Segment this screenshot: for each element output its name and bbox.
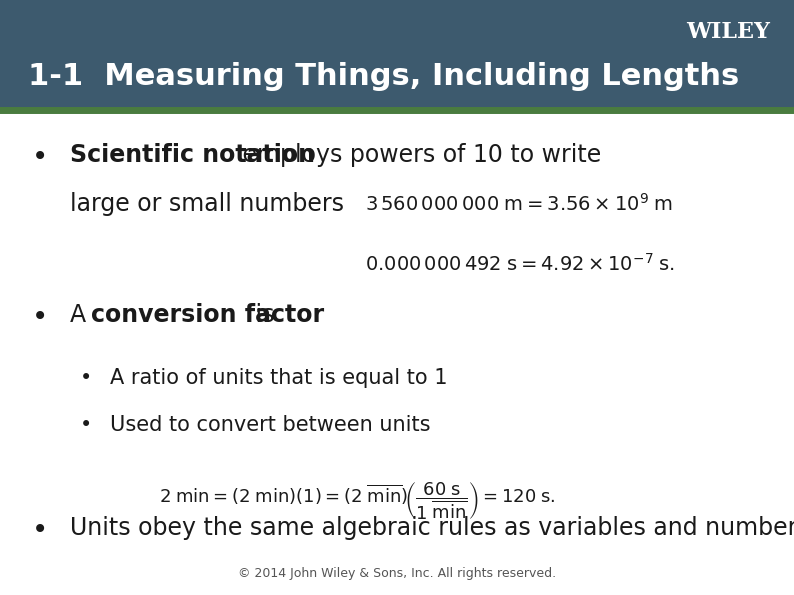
Text: 1-1  Measuring Things, Including Lengths: 1-1 Measuring Things, Including Lengths <box>28 62 739 92</box>
Text: Units obey the same algebraic rules as variables and numbers: Units obey the same algebraic rules as v… <box>70 516 794 540</box>
Text: •: • <box>32 303 48 331</box>
FancyBboxPatch shape <box>0 110 794 595</box>
Text: •: • <box>79 368 91 388</box>
Text: © 2014 John Wiley & Sons, Inc. All rights reserved.: © 2014 John Wiley & Sons, Inc. All right… <box>238 567 556 580</box>
Text: is: is <box>248 303 274 327</box>
Text: •: • <box>79 415 91 436</box>
Text: $3\,560\,000\,000\;\mathrm{m} = 3.56 \times 10^{9}\;\mathrm{m}$: $3\,560\,000\,000\;\mathrm{m} = 3.56 \ti… <box>365 193 673 215</box>
Text: employs powers of 10 to write: employs powers of 10 to write <box>235 143 601 167</box>
Text: Used to convert between units: Used to convert between units <box>110 415 430 436</box>
Text: WILEY: WILEY <box>686 21 770 43</box>
Text: •: • <box>32 516 48 544</box>
Text: large or small numbers: large or small numbers <box>70 192 344 215</box>
Text: •: • <box>32 143 48 171</box>
FancyBboxPatch shape <box>0 0 794 110</box>
Text: $0.000\,000\,492\;\mathrm{s} = 4.92 \times 10^{-7}\;\mathrm{s.}$: $0.000\,000\,492\;\mathrm{s} = 4.92 \tim… <box>365 253 675 275</box>
Text: $2\;\mathrm{min} = (2\;\mathrm{min})(1) = (2\;\mathrm{\overline{min}})\!\left(\d: $2\;\mathrm{min} = (2\;\mathrm{min})(1) … <box>159 481 555 522</box>
Text: Scientific notation: Scientific notation <box>70 143 315 167</box>
Text: A ratio of units that is equal to 1: A ratio of units that is equal to 1 <box>110 368 447 388</box>
Text: conversion factor: conversion factor <box>91 303 324 327</box>
Text: A: A <box>70 303 94 327</box>
